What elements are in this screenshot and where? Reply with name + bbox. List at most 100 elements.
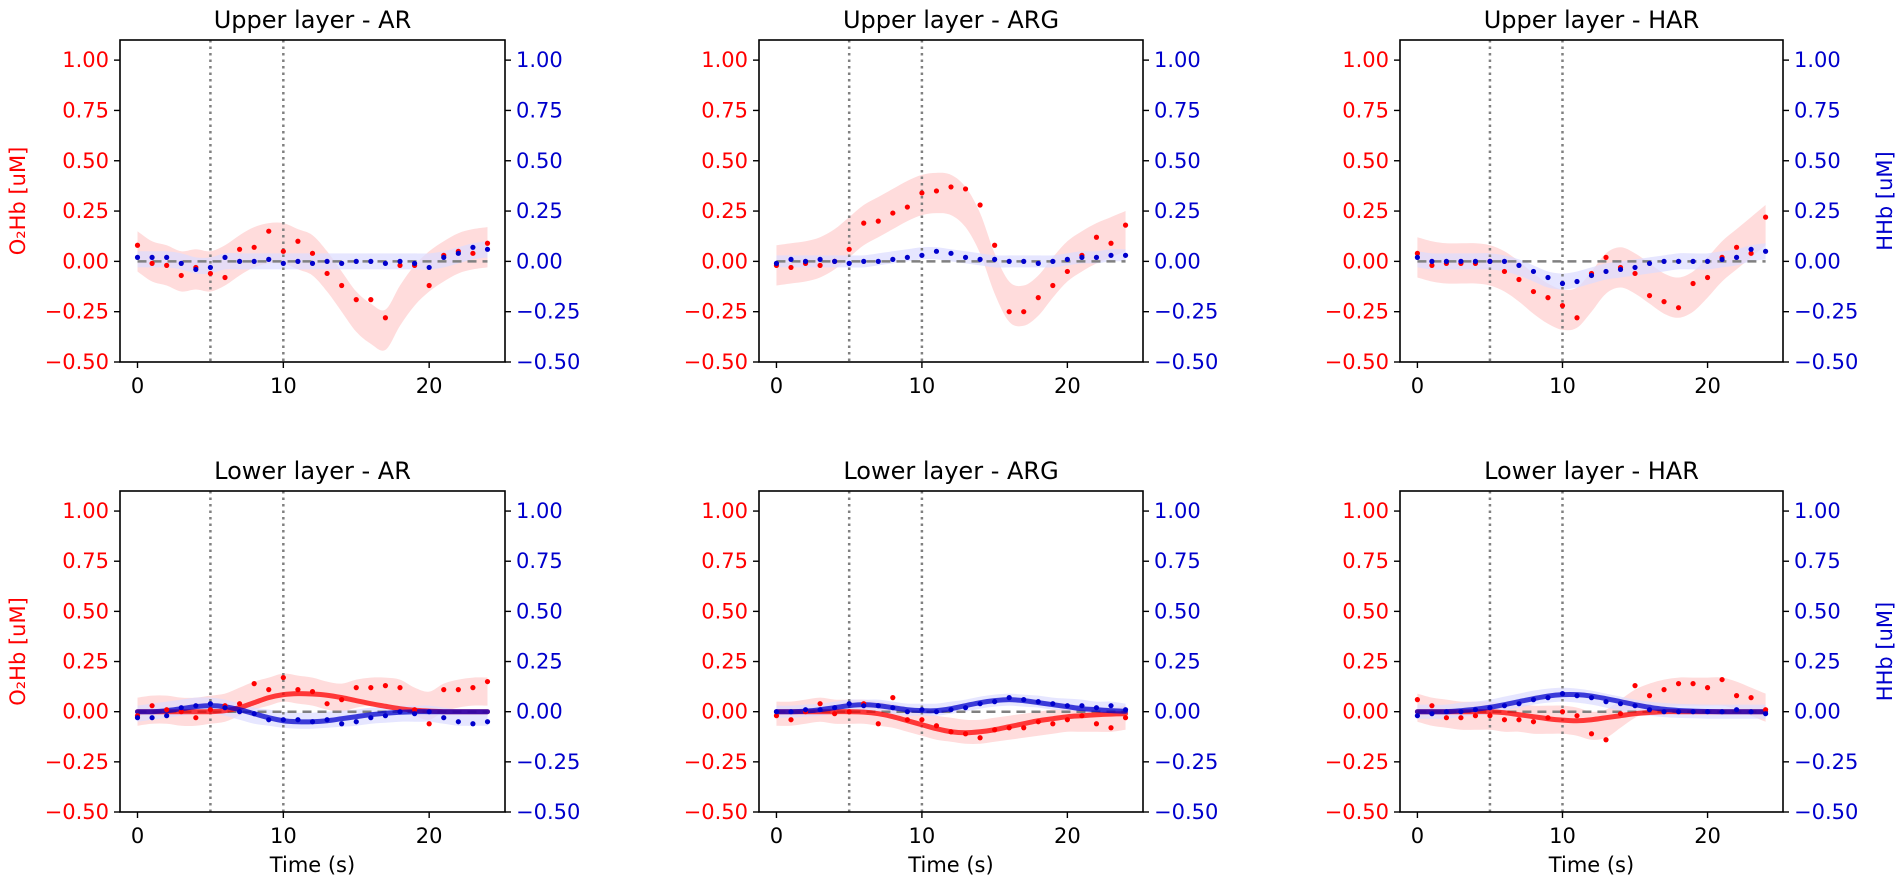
- hhb-point: [802, 707, 809, 713]
- o2hb-point: [1733, 693, 1740, 699]
- hhb-point: [890, 256, 896, 262]
- o2hb-point: [1006, 725, 1012, 731]
- o2hb-point: [1530, 719, 1537, 725]
- hhb-point: [368, 258, 374, 264]
- hhb-point: [832, 705, 838, 711]
- hhb-point: [134, 254, 141, 260]
- left-tick-label: 0.00: [62, 700, 109, 724]
- hhb-point: [948, 707, 954, 713]
- o2hb-point: [904, 204, 910, 210]
- hhb-point: [1690, 258, 1696, 264]
- hhb-point: [1501, 703, 1508, 709]
- o2hb-point: [193, 715, 199, 721]
- hhb-point: [1050, 258, 1056, 264]
- hhb-point: [1414, 713, 1421, 719]
- o2hb-point: [1632, 683, 1638, 689]
- hhb-point: [1079, 703, 1085, 709]
- o2hb-point: [948, 184, 954, 190]
- hhb-point: [832, 258, 838, 264]
- hhb-point: [266, 717, 272, 723]
- right-tick-label: −0.50: [1794, 800, 1858, 824]
- o2hb-point: [1093, 234, 1100, 240]
- right-tick-label: 0.00: [1794, 700, 1841, 724]
- left-tick-label: 0.25: [701, 199, 748, 223]
- hhb-point: [773, 709, 780, 715]
- hhb-point: [1545, 274, 1551, 281]
- hhb-point: [1487, 705, 1493, 711]
- hhb-point: [426, 709, 432, 715]
- hhb-point: [1458, 709, 1464, 715]
- o2hb-point: [266, 228, 272, 234]
- right-tick-label: 0.25: [516, 199, 563, 223]
- o2hb-point: [1035, 719, 1041, 725]
- hhb-point: [861, 703, 867, 709]
- left-tick-label: −0.25: [45, 750, 109, 774]
- o2hb-point: [1501, 717, 1508, 723]
- o2hb-point: [251, 681, 257, 687]
- hhb-point: [207, 701, 214, 707]
- o2hb-point: [207, 270, 214, 277]
- hhb-point: [1487, 258, 1493, 264]
- right-tick-label: 0.50: [1154, 149, 1201, 173]
- left-tick-label: −0.50: [684, 350, 748, 374]
- right-tick-label: −0.50: [1154, 350, 1218, 374]
- o2hb-point: [919, 190, 925, 196]
- left-tick-label: 0.50: [62, 599, 109, 623]
- hhb-point: [1079, 254, 1085, 260]
- panel-title: Upper layer - AR: [214, 6, 412, 34]
- o2hb-point: [470, 685, 476, 691]
- hhb-point: [875, 703, 881, 709]
- hhb-point: [411, 711, 418, 717]
- o2hb-point: [455, 687, 461, 693]
- o2hb-point: [280, 674, 286, 681]
- o2hb-point: [1661, 687, 1667, 693]
- hhb-point: [426, 264, 432, 271]
- o2hb-point: [251, 244, 257, 250]
- hhb-point: [1690, 709, 1696, 715]
- o2hb-point: [1617, 711, 1624, 717]
- hhb-point: [1762, 248, 1769, 254]
- o2hb-point: [919, 717, 925, 723]
- o2hb-point: [890, 695, 896, 701]
- o2hb-point: [207, 707, 214, 713]
- hhb-point: [1719, 256, 1725, 262]
- hhb-point: [236, 258, 243, 264]
- hhb-point: [1429, 258, 1435, 264]
- hhb-point: [948, 250, 954, 256]
- right-tick-label: 0.50: [516, 149, 563, 173]
- o2hb-point: [397, 685, 403, 691]
- hhb-point: [309, 719, 316, 725]
- x-tick-label: 0: [131, 824, 144, 848]
- x-tick-label: 10: [909, 824, 936, 848]
- right-tick-label: −0.50: [1154, 800, 1218, 824]
- right-tick-label: −0.25: [1794, 750, 1858, 774]
- hhb-point: [1733, 254, 1740, 260]
- hhb-point: [1675, 258, 1682, 264]
- hhb-point: [251, 258, 257, 264]
- o2hb-point: [484, 240, 491, 246]
- o2hb-point: [426, 721, 432, 727]
- o2hb-point: [1122, 715, 1129, 721]
- left-tick-label: −0.25: [45, 300, 109, 324]
- right-tick-label: 0.50: [1154, 599, 1201, 623]
- o2hb-point: [178, 709, 184, 715]
- o2hb-point: [1064, 717, 1070, 723]
- o2hb-point: [339, 282, 345, 289]
- o2hb-point: [1458, 715, 1464, 721]
- left-tick-label: 1.00: [701, 499, 748, 523]
- hhb-point: [1661, 258, 1667, 264]
- x-tick-label: 0: [770, 824, 783, 848]
- x-tick-label: 10: [270, 824, 297, 848]
- panel-4: Lower layer - AR −0.50 −0.50 −0.25 −0.25 0.00…: [6, 457, 580, 877]
- o2hb-point: [1661, 299, 1667, 305]
- right-tick-label: 0.25: [1154, 650, 1201, 674]
- hhb-point: [817, 256, 823, 262]
- left-tick-label: 0.25: [1342, 199, 1389, 223]
- o2hb-point: [846, 246, 852, 252]
- hhb-point: [164, 254, 170, 260]
- right-tick-label: −0.25: [1154, 300, 1218, 324]
- hhb-point: [846, 701, 852, 707]
- o2hb-point: [1516, 276, 1522, 283]
- hhb-point: [164, 713, 170, 719]
